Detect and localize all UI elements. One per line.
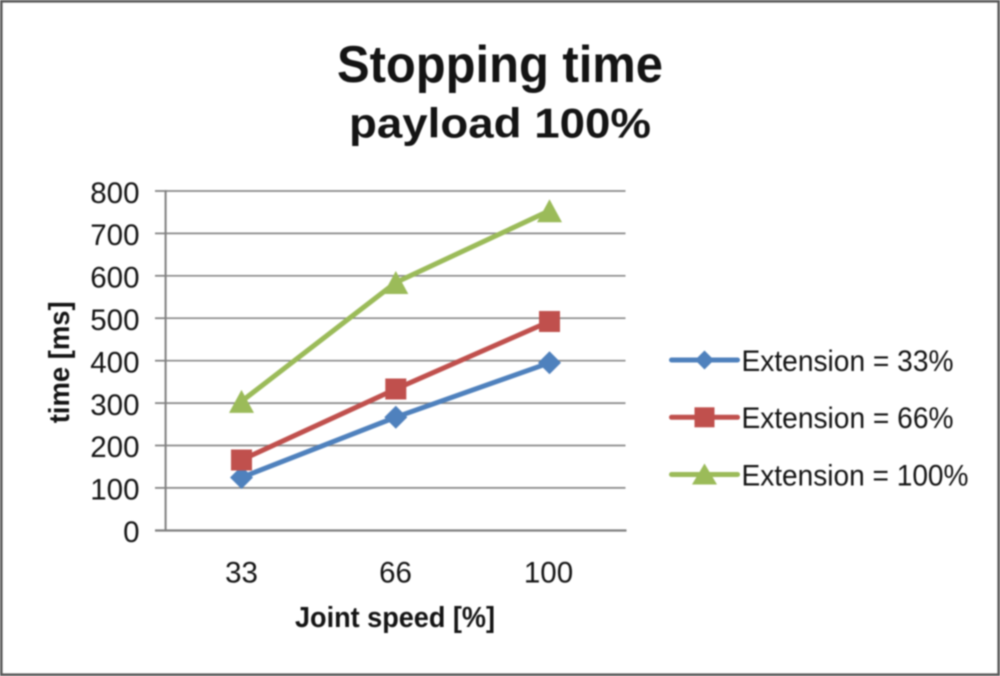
svg-text:800: 800	[90, 177, 139, 210]
svg-text:time [ms]: time [ms]	[44, 301, 76, 423]
svg-text:payload 100%: payload 100%	[349, 100, 651, 147]
svg-text:200: 200	[90, 431, 139, 464]
svg-text:300: 300	[90, 389, 139, 422]
svg-text:500: 500	[90, 304, 139, 337]
svg-text:Extension = 33%: Extension = 33%	[742, 345, 954, 378]
svg-text:Joint speed [%]: Joint speed [%]	[295, 602, 495, 634]
svg-text:600: 600	[90, 262, 139, 295]
svg-text:Stopping time: Stopping time	[337, 35, 663, 93]
svg-text:Extension = 66%: Extension = 66%	[742, 402, 954, 435]
svg-text:Extension = 100%: Extension = 100%	[742, 459, 969, 492]
svg-text:100: 100	[524, 557, 573, 590]
svg-text:400: 400	[90, 346, 139, 379]
svg-text:0: 0	[123, 516, 139, 549]
svg-text:66: 66	[379, 557, 412, 590]
svg-text:33: 33	[225, 557, 258, 590]
svg-text:700: 700	[90, 219, 139, 252]
svg-text:100: 100	[90, 474, 139, 507]
